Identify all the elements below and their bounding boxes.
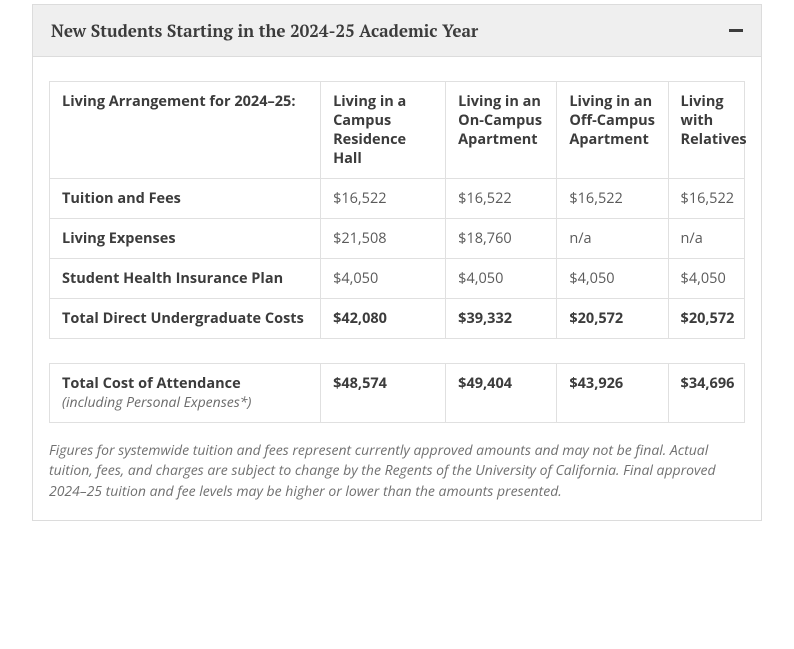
row-value-cell: $39,332: [446, 299, 557, 339]
panel-body: Living Arrangement for 2024–25: Living i…: [33, 57, 761, 520]
panel-header[interactable]: New Students Starting in the 2024-25 Aca…: [33, 5, 761, 57]
row-value-cell: $42,080: [321, 299, 446, 339]
row-label-cell: Student Health Insurance Plan: [50, 259, 321, 299]
table-row: Student Health Insurance Plan$4,050$4,05…: [50, 259, 745, 299]
panel-title: New Students Starting in the 2024-25 Aca…: [51, 19, 478, 42]
row-label-cell: Living Expenses: [50, 219, 321, 259]
row-value-cell: n/a: [557, 219, 668, 259]
row-value-cell: $4,050: [668, 259, 744, 299]
col-header-off-campus-apt: Living in an Off-Campus Apartment: [557, 82, 668, 179]
row-value-cell: $16,522: [446, 179, 557, 219]
row-value-cell: $4,050: [446, 259, 557, 299]
row-value-cell: $4,050: [557, 259, 668, 299]
row-value-cell: $18,760: [446, 219, 557, 259]
total-cost-sublabel: (including Personal Expenses*): [62, 393, 308, 412]
row-value-cell: $21,508: [321, 219, 446, 259]
table-row: Living Expenses$21,508$18,760n/an/a: [50, 219, 745, 259]
row-value-cell: $20,572: [557, 299, 668, 339]
cost-table-total: Total Cost of Attendance (including Pers…: [49, 363, 745, 423]
total-cost-row: Total Cost of Attendance (including Pers…: [50, 364, 745, 423]
row-label-cell: Total Direct Undergraduate Costs: [50, 299, 321, 339]
col-header-relatives: Living with Relatives: [668, 82, 744, 179]
row-value-cell: $16,522: [668, 179, 744, 219]
total-cost-c3: $43,926: [557, 364, 668, 423]
row-value-cell: $16,522: [557, 179, 668, 219]
cost-table-main: Living Arrangement for 2024–25: Living i…: [49, 81, 745, 339]
total-cost-c4: $34,696: [668, 364, 744, 423]
row-value-cell: n/a: [668, 219, 744, 259]
total-cost-label: Total Cost of Attendance: [62, 374, 241, 393]
row-value-cell: $20,572: [668, 299, 744, 339]
cost-panel: New Students Starting in the 2024-25 Aca…: [32, 4, 762, 521]
col-header-arrangement: Living Arrangement for 2024–25:: [50, 82, 321, 179]
col-header-residence-hall: Living in a Campus Residence Hall: [321, 82, 446, 179]
table-row: Total Direct Undergraduate Costs$42,080$…: [50, 299, 745, 339]
footnote-text: Figures for systemwide tuition and fees …: [49, 441, 745, 502]
row-value-cell: $16,522: [321, 179, 446, 219]
table-row: Tuition and Fees$16,522$16,522$16,522$16…: [50, 179, 745, 219]
row-label-cell: Tuition and Fees: [50, 179, 321, 219]
total-cost-label-cell: Total Cost of Attendance (including Pers…: [50, 364, 321, 423]
total-cost-c1: $48,574: [321, 364, 446, 423]
col-header-on-campus-apt: Living in an On-Campus Apartment: [446, 82, 557, 179]
minus-icon: [729, 29, 743, 32]
row-value-cell: $4,050: [321, 259, 446, 299]
total-cost-c2: $49,404: [446, 364, 557, 423]
table-header-row: Living Arrangement for 2024–25: Living i…: [50, 82, 745, 179]
